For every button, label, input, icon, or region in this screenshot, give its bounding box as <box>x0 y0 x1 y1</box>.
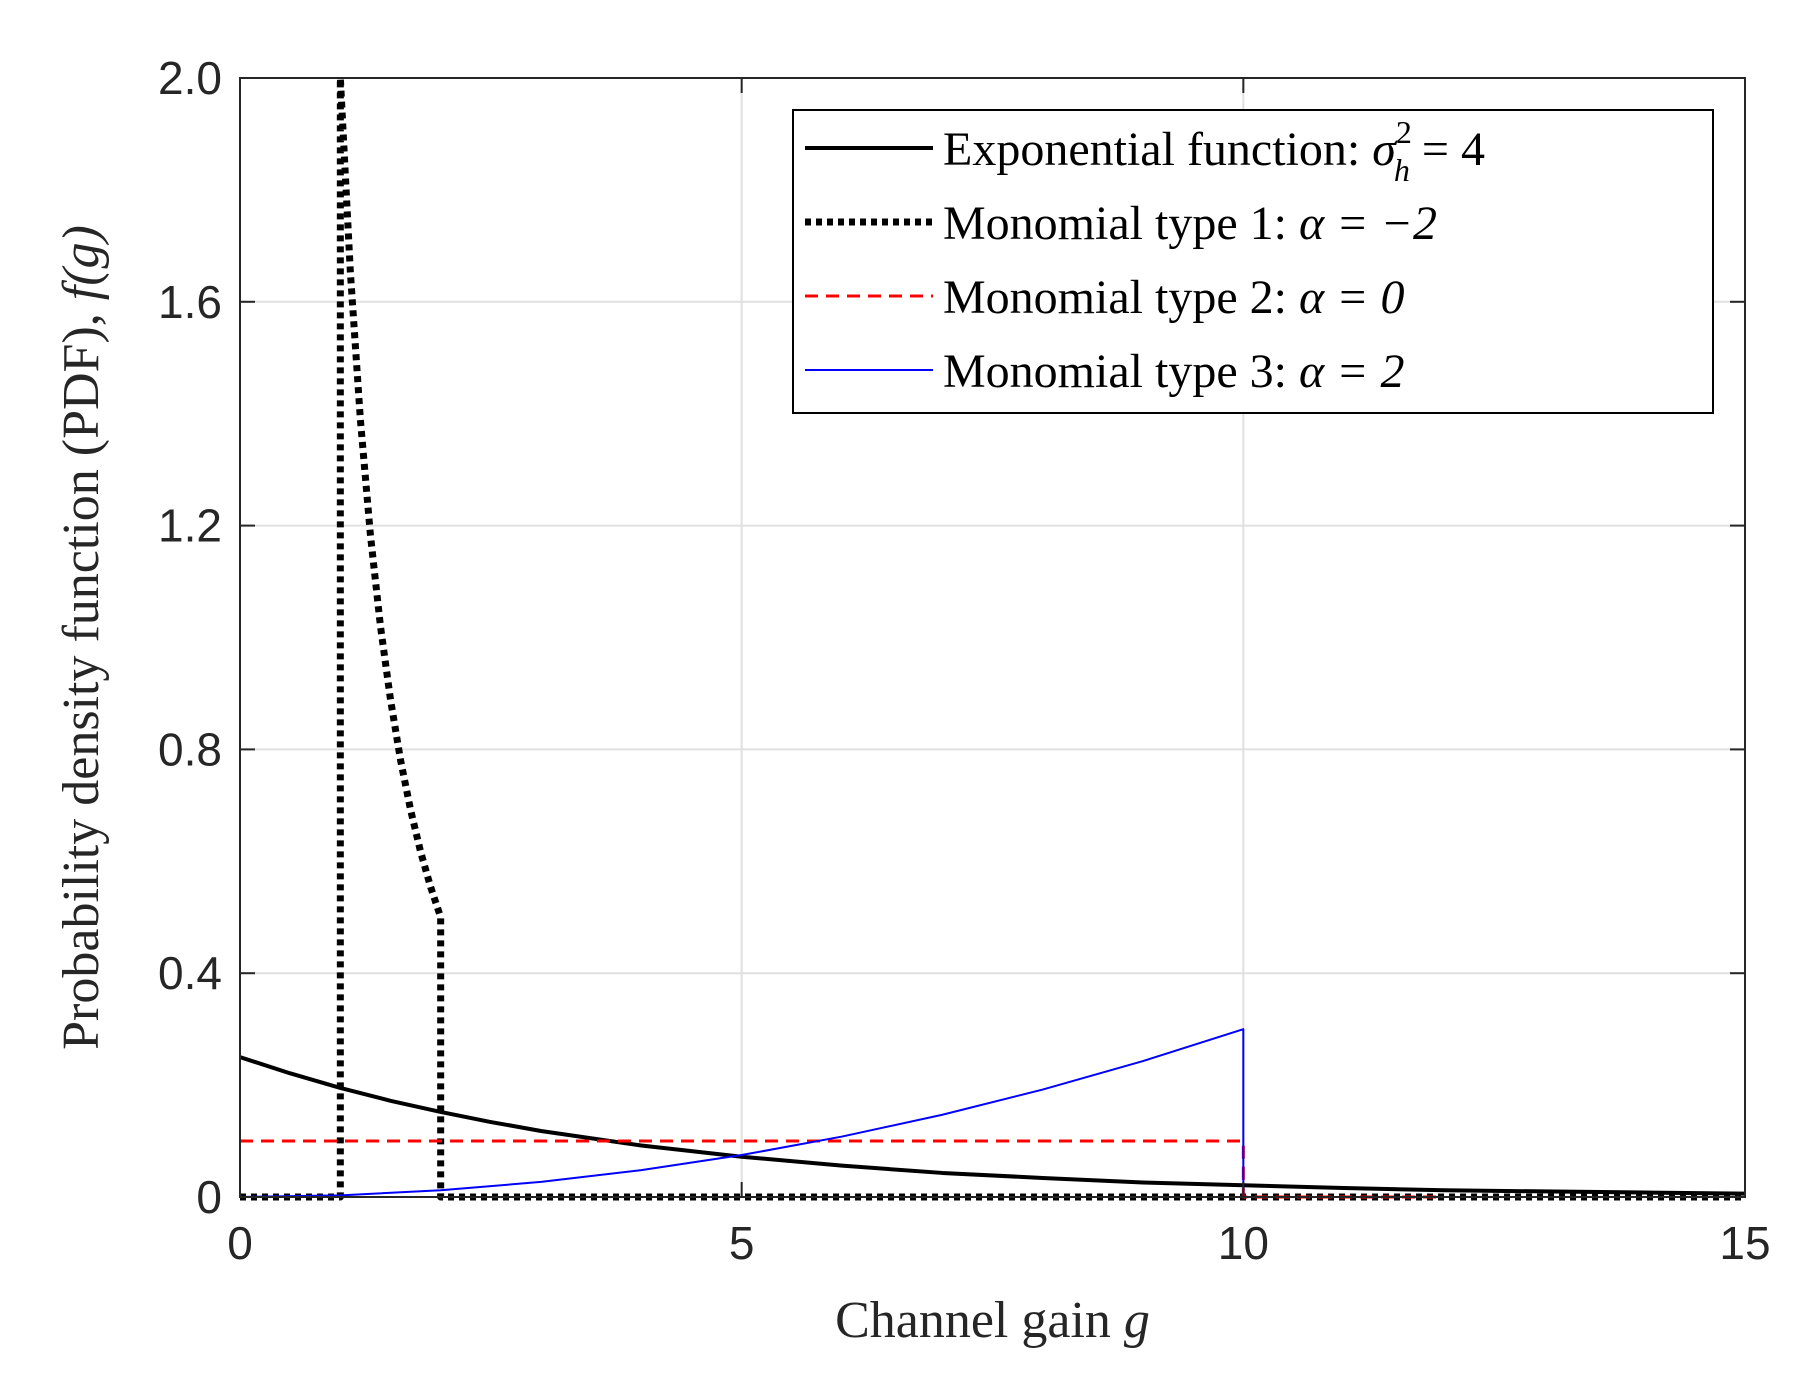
legend-label-name: Monomial type 3: <box>943 345 1299 398</box>
legend: Exponential function: σ2 h = 4 Monomial ty… <box>792 109 1714 414</box>
y-tick-label: 2.0 <box>158 52 222 104</box>
axes-box <box>239 77 1746 1198</box>
y-axis-label-var: f(g) <box>53 225 110 300</box>
legend-label-3: Monomial type 2: α = 0 <box>943 271 1405 324</box>
legend-label-name: Exponential function: <box>943 123 1372 176</box>
legend-math-base: σ <box>1372 123 1398 176</box>
axis-ticks <box>239 77 1746 1198</box>
x-tick-label: 15 <box>1719 1217 1770 1269</box>
x-axis-label: Channel gain g <box>835 1292 1150 1349</box>
y-axis-label: Probability density function (PDF), f(g) <box>53 225 110 1050</box>
y-tick-labels: 0 0.4 0.8 1.2 1.6 2.0 <box>158 52 222 1223</box>
legend-math: α = 2 <box>1299 345 1405 398</box>
series-line-4 <box>239 1028 1444 1198</box>
y-tick-label: 1.6 <box>158 276 222 328</box>
x-axis-label-var: g <box>1124 1292 1150 1349</box>
legend-math-sub: h <box>1394 152 1410 188</box>
legend-box <box>792 109 1714 414</box>
legend-label-1: Exponential function: σ2 h = 4 <box>943 114 1485 188</box>
x-tick-label: 5 <box>729 1217 755 1269</box>
series-line-1 <box>239 1055 1746 1196</box>
y-axis-label-text: Probability density function (PDF), <box>53 313 110 1050</box>
x-tick-labels: 0 5 10 15 <box>227 1217 1770 1269</box>
legend-label-name: Monomial type 2: <box>943 271 1299 324</box>
legend-entries: Exponential function: σ2 h = 4 Monomial ty… <box>805 114 1485 398</box>
x-axis-label-text: Channel gain <box>835 1292 1111 1349</box>
x-tick-label: 10 <box>1218 1217 1269 1269</box>
legend-label-4: Monomial type 3: α = 2 <box>943 345 1405 398</box>
y-tick-label: 0 <box>196 1171 222 1223</box>
legend-math: α = −2 <box>1299 197 1437 250</box>
y-tick-label: 0.4 <box>158 947 222 999</box>
legend-math: α = 0 <box>1299 271 1405 324</box>
y-tick-label: 1.2 <box>158 500 222 552</box>
y-tick-label: 0.8 <box>158 723 222 775</box>
legend-math-rest: = 4 <box>1410 123 1485 176</box>
x-tick-label: 0 <box>227 1217 253 1269</box>
legend-math-sup: 2 <box>1396 114 1412 150</box>
legend-label-2: Monomial type 1: α = −2 <box>943 197 1437 250</box>
legend-label-name: Monomial type 1: <box>943 197 1299 250</box>
